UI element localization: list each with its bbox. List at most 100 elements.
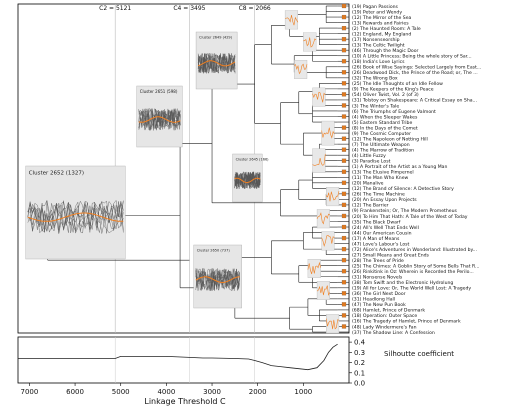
leaf-label: (44) Our American Cousin [352,230,412,236]
leaf-marker [341,125,347,130]
x-tick-label: 4000 [157,388,175,396]
leaf-label: (17) Nonsenseorship [352,37,400,43]
leaf-marker [341,114,347,119]
leaf-label: (25) The Idle Thoughts of an Idle Fellow [352,81,443,87]
cluster-mean [27,212,124,222]
leaf-label: (20) To Him That Hath: A Tale of the Wes… [352,214,468,220]
leaf-marker [341,147,347,152]
leaf-marker [341,136,347,141]
leaf-label: (12) The Mirror of the Sea [352,15,412,21]
cluster-mean [234,177,261,184]
cluster-trace [234,170,261,189]
leaf-label: (16) The Tragedy of Hamlet, Prince of De… [352,319,461,325]
leaf-label: (13) Rewards and Fairies [352,20,409,26]
silhouette-frame [17,336,350,384]
leaf-label: (47) Love's Labour's Lost [352,241,410,247]
leaf-label: (11) The Man Who Knew [352,175,409,181]
cluster-panel-label-4: Cluster 2645 (166) [236,158,270,162]
leaf-label: (4) The Marrow of Tradition [352,147,414,153]
leaf-label: (48) Lady Windermere's Fan [352,324,417,330]
leaf-label: (9) The Cosmic Computer [352,131,411,137]
leaf-label: (38) Tom Swift and the Electronic Hydrol… [352,280,453,286]
leaf-label: (10) A Little Princess; Being the whole … [352,54,472,60]
y-axis-label-silhouette: Silhoutte coefficient [384,350,454,358]
leaf-label: (47) The New Pun Book [352,302,406,308]
mini-panel [312,87,326,107]
mini-panel [303,32,317,52]
leaf-label: (31) Tolstoy on Shakespeare: A Critical … [352,98,477,104]
x-tick-label: 5000 [112,388,130,396]
mini-panel [316,281,330,300]
leaf-label: (27) Small Means and Great Ends [352,252,430,258]
x-tick-label: 6000 [66,388,84,396]
y-tick-label: 0.3 [354,349,365,357]
leaf-marker [341,324,347,329]
leaf-label: (46) Through the Magic Door [352,48,419,54]
leaf-marker [341,302,347,307]
y-tick-label: 0.2 [354,359,365,367]
cluster-trace [27,201,124,234]
cluster-trace [27,199,124,235]
leaf-label: (31) Headlong Hall [352,297,395,303]
leaf-label: (7) The Ultimate Weapon [352,142,410,148]
mini-mean [307,261,321,275]
dendrogram-frame [17,3,350,334]
leaf-label: (2) The Haunted Room: A Tale [352,26,421,32]
silhouette-plot [18,343,338,371]
leaf-marker [341,70,347,75]
leaf-marker [341,269,347,274]
leaf-marker [341,180,347,185]
cluster-trace [27,202,124,233]
leaf-label: (24) All's Well That Ends Well [352,225,419,231]
leaf-label: (4) Little Fuzzy [352,153,386,159]
leaf-marker [341,313,347,318]
leaf-marker [341,158,347,163]
cluster-panel-label-2: Cluster 2649 (429) [199,36,233,40]
leaf-label: (36) The Girl Next Door [352,291,406,297]
y-tick-label: 0.0 [354,380,365,388]
cluster-trace [197,53,236,74]
leaf-label: (32) The Wrong Box [352,76,398,82]
cluster-trace [195,270,240,292]
cluster-mean [195,276,240,283]
leaf-label: (9) Frankenstein; Or, The Modern Prometh… [352,208,458,214]
leaf-label: (35) The Black Dwarf [352,219,401,225]
cluster-trace [195,270,240,292]
leaf-label: (1) A Portrait of the Artist as a Young … [352,164,447,170]
mini-mean [316,212,330,225]
mini-mean [312,91,326,103]
mini-mean [325,191,340,202]
mini-mean [284,15,299,26]
leaf-label: (13) The Elusive Pimpernel [352,170,414,176]
mini-mean [294,63,308,75]
leaf-label: (3) Paradise Lost [352,159,391,165]
leaf-label: (19) Peter and Wendy [352,9,402,15]
leaf-label: (6) The Triumphs of Eugene Valmont [352,109,436,115]
leaf-marker [341,37,347,42]
leaf-labels: (19) Pagan Passions(19) Peter and Wendy(… [352,4,481,336]
x-tick-label: 7000 [20,388,38,396]
leaf-label: (8) In the Days of the Comet [352,125,418,131]
x-axis-label: Linkage Threshold C [144,397,226,406]
y-tick-label: 0.4 [354,339,366,347]
leaf-marker [341,48,347,53]
leaf-marker [341,247,347,252]
x-tick-label: 3000 [203,388,221,396]
cluster-panel-label-0: Cluster 2652 (1327) [29,171,84,177]
leaf-label: (12) The Barrier [352,203,389,209]
cut-line-label-2: C8 = 2066 [239,5,271,12]
cut-line-label-1: C4 = 3495 [173,5,205,12]
y-tick-label: 0.1 [354,369,365,377]
cluster-mean [138,116,181,123]
leaf-label: (20) Manalive [352,181,384,187]
leaf-label: (5) Eastern Standard Tribe [352,120,412,126]
leaf-label: (4) When the Sleeper Wakes [352,114,418,120]
mini-panel [316,209,330,229]
leaf-marker [341,26,347,31]
cluster-panel-label-3: Cluster 2650 (737) [197,249,231,253]
mini-panel [294,60,308,79]
leaf-marker [341,258,347,263]
leaf-label: (12) The Napoleon of Notting Hill [352,136,428,142]
cluster-mean [197,60,236,67]
